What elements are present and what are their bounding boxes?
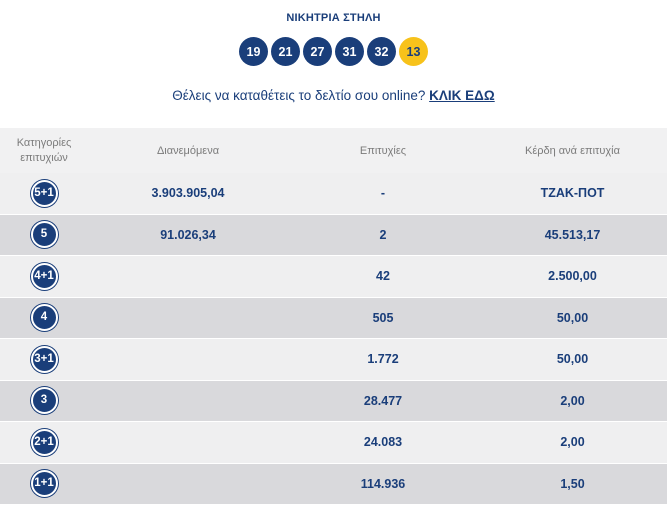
table-header: Κατηγορίες επιτυχιών Διανεμόμενα Επιτυχί… xyxy=(0,128,667,173)
category-badge: 5+1 xyxy=(30,179,58,207)
bonus-number-ball: 13 xyxy=(399,37,428,66)
category-badge: 3+1 xyxy=(30,345,58,373)
prize-cell: 2,00 xyxy=(560,435,585,450)
winners-cell: 28.477 xyxy=(363,393,403,408)
column-header-prize: Κέρδη ανά επιτυχία xyxy=(525,144,620,157)
table-row: 4+1 42 2.500,00 xyxy=(0,256,667,298)
winning-number-ball: 19 xyxy=(239,37,268,66)
distributed-cell: 91.026,34 xyxy=(160,227,216,242)
table-row: 1+1 114.936 1,50 xyxy=(0,463,667,505)
prize-cell: 50,00 xyxy=(556,352,589,367)
winners-cell: 1.772 xyxy=(367,352,399,367)
category-badge: 3 xyxy=(30,387,58,415)
winners-cell: 42 xyxy=(376,269,390,284)
table-row: 3+1 1.772 50,00 xyxy=(0,339,667,381)
table-row: 2+1 24.083 2,00 xyxy=(0,422,667,464)
table-row: 3 28.477 2,00 xyxy=(0,380,667,422)
winners-cell: - xyxy=(380,186,386,201)
winning-number-ball: 27 xyxy=(303,37,332,66)
prize-cell: 2,00 xyxy=(560,393,585,408)
prize-table: Κατηγορίες επιτυχιών Διανεμόμενα Επιτυχί… xyxy=(0,128,667,505)
winning-numbers: 19 21 27 31 32 13 xyxy=(0,37,667,66)
online-prompt: Θέλεις να καταθέτεις το δελτίο σου onlin… xyxy=(0,88,667,103)
category-badge: 2+1 xyxy=(30,428,58,456)
click-here-link[interactable]: ΚΛΙΚ ΕΔΩ xyxy=(429,88,495,103)
winners-cell: 505 xyxy=(372,310,394,325)
winning-number-ball: 21 xyxy=(271,37,300,66)
column-header-winners: Επιτυχίες xyxy=(359,144,407,157)
online-prompt-text: Θέλεις να καταθέτεις το δελτίο σου onlin… xyxy=(172,88,426,103)
winners-cell: 114.936 xyxy=(360,476,406,491)
distributed-cell: 3.903.905,04 xyxy=(151,186,225,201)
table-row: 4 505 50,00 xyxy=(0,297,667,339)
column-header-distributed: Διανεμόμενα xyxy=(156,144,220,157)
column-header-category: Κατηγορίες επιτυχιών xyxy=(16,136,72,164)
table-row: 5+1 3.903.905,04 - ΤΖΑΚ-ΠΟΤ xyxy=(0,173,667,215)
table-row: 5 91.026,34 2 45.513,17 xyxy=(0,214,667,256)
prize-cell: ΤΖΑΚ-ΠΟΤ xyxy=(540,186,605,201)
category-badge: 1+1 xyxy=(30,470,58,498)
winning-number-ball: 32 xyxy=(367,37,396,66)
prize-cell: 50,00 xyxy=(556,310,589,325)
prize-cell: 2.500,00 xyxy=(548,269,597,284)
prize-cell: 1,50 xyxy=(560,476,585,491)
category-badge: 4+1 xyxy=(30,262,58,290)
prize-cell: 45.513,17 xyxy=(544,227,601,242)
winning-number-ball: 31 xyxy=(335,37,364,66)
category-badge: 4 xyxy=(30,304,58,332)
winners-cell: 2 xyxy=(379,227,387,242)
category-badge: 5 xyxy=(30,221,58,249)
winners-cell: 24.083 xyxy=(363,435,403,450)
winning-line-title: ΝΙΚΗΤΡΙΑ ΣΤΗΛΗ xyxy=(286,12,381,24)
